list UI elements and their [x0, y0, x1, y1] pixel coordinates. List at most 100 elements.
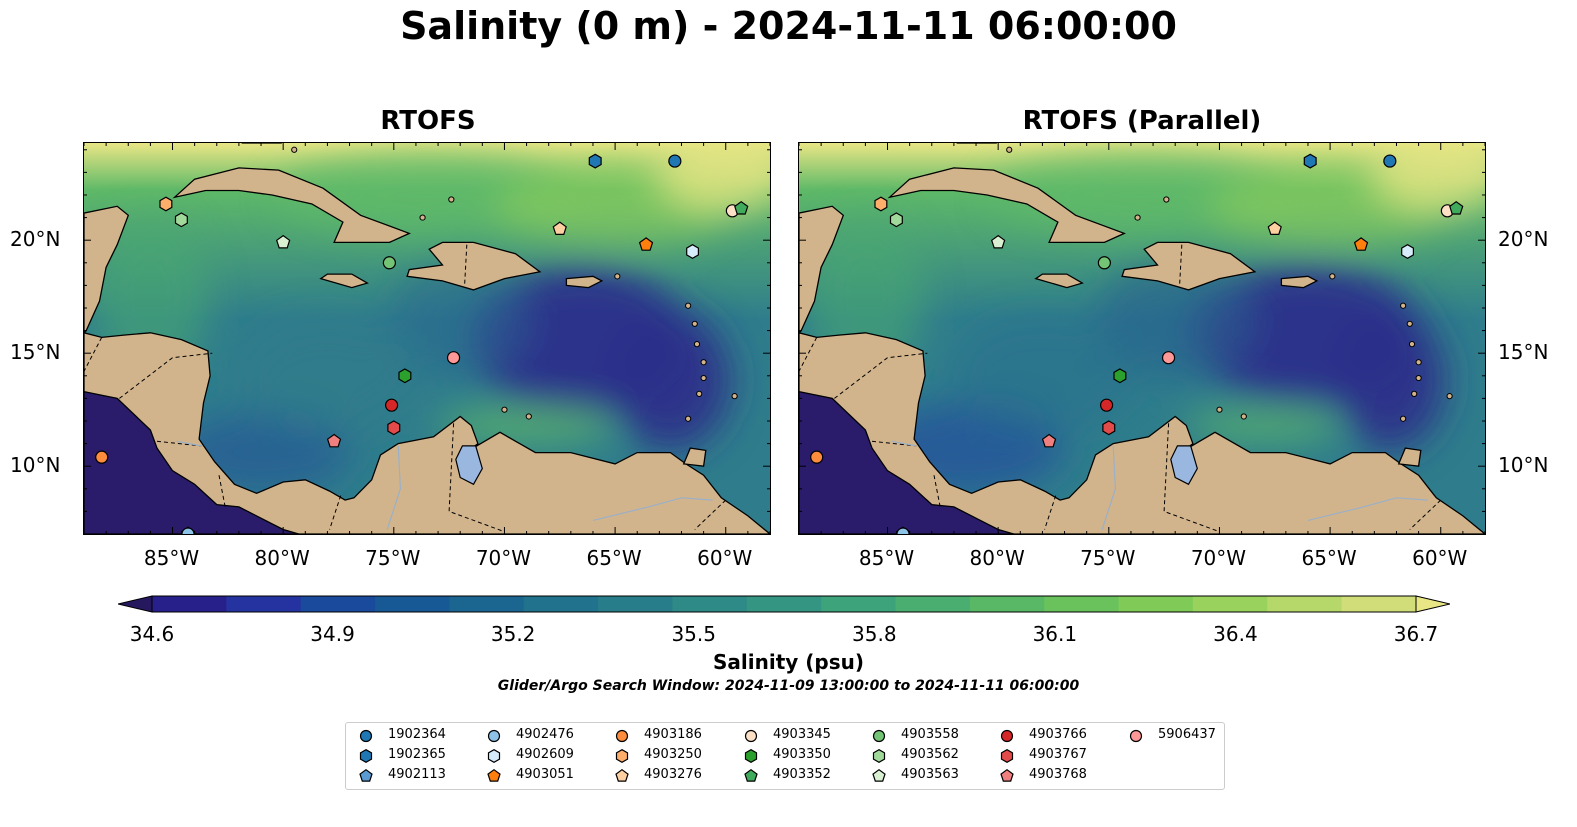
legend-label: 4903186: [644, 727, 702, 742]
float-marker-4903563: [275, 234, 291, 249]
lon-tick-label: 80°W: [254, 546, 310, 570]
legend-label: 4903352: [773, 767, 831, 782]
legend-label: 1902365: [388, 747, 446, 762]
lon-tick-label: 70°W: [475, 546, 532, 570]
legend-label: 4903562: [901, 747, 959, 762]
float-marker-4903767: [387, 420, 401, 436]
legend-label: 4903051: [516, 767, 574, 782]
pentagon-marker-icon: [359, 768, 373, 782]
float-marker-5906437: [446, 351, 461, 365]
circle-marker-icon: [744, 729, 758, 743]
float-marker-4903350: [398, 368, 412, 384]
colorbar-tick-label: 35.5: [671, 622, 716, 646]
float-marker-5906437: [1161, 351, 1176, 365]
legend-label: 4903563: [901, 767, 959, 782]
legend-label: 4903276: [644, 767, 702, 782]
panel-title-rtofs: RTOFS: [380, 106, 476, 136]
pentagon-marker-icon: [615, 768, 629, 782]
lon-tick-label: 70°W: [1190, 546, 1247, 570]
legend-label: 4902113: [388, 767, 446, 782]
float-marker-4903276: [552, 221, 567, 236]
lon-tick-label: 75°W: [1080, 546, 1136, 570]
float-marker-4903768: [1041, 433, 1057, 448]
colorbar-gradient: [117, 595, 1451, 613]
float-marker-4903563: [990, 234, 1006, 249]
colorbar-tick-label: 34.6: [129, 622, 175, 646]
lat-tick-label-right: 10°N: [1498, 453, 1549, 478]
legend-marker-4902476: [487, 729, 501, 743]
pentagon-marker-icon: [487, 768, 501, 782]
colorbar-tick-label: 36.1: [1032, 622, 1078, 646]
panel-title-rtofs-parallel: RTOFS (Parallel): [1022, 106, 1262, 136]
pentagon-marker-icon: [744, 768, 758, 782]
colorbar-label: Salinity (psu): [712, 650, 864, 674]
legend-label: 4902476: [516, 727, 574, 742]
float-marker-4903051: [1353, 237, 1369, 251]
float-marker-4902476: [181, 527, 195, 534]
map-panel-rtofs-parallel[interactable]: [798, 142, 1486, 535]
map-panel-rtofs[interactable]: [83, 142, 771, 535]
float-marker-4903562: [889, 212, 903, 228]
float-marker-4903766: [384, 398, 399, 412]
legend-marker-4903051: [487, 768, 501, 782]
float-marker-4903051: [638, 237, 654, 251]
lon-tick-label: 85°W: [858, 546, 915, 570]
lon-tick-label: 80°W: [969, 546, 1025, 570]
float-marker-4902476: [896, 527, 910, 534]
legend-label: 4903350: [773, 747, 831, 762]
float-marker-1902365: [1303, 153, 1317, 169]
colorbar-tick-label: 35.2: [490, 622, 536, 646]
circle-marker-icon: [359, 729, 373, 743]
lon-tick-label: 65°W: [586, 546, 642, 570]
float-marker-4903767: [1102, 420, 1116, 436]
legend-label: 4903767: [1029, 747, 1087, 762]
salinity-map-rtofs-parallel: [799, 143, 1485, 534]
lat-tick-label-left: 10°N: [10, 453, 61, 478]
hexagon-marker-icon: [744, 749, 758, 763]
legend: 1902364 1902365 4902113 4902476 4902609 49030…: [345, 722, 1225, 790]
legend-marker-4902113: [359, 768, 373, 782]
legend-marker-4903186: [615, 729, 629, 743]
legend-marker-4903563: [872, 768, 886, 782]
float-marker-4903276: [1267, 221, 1282, 236]
lat-tick-label-right: 15°N: [1498, 340, 1549, 365]
float-marker-1902364: [668, 154, 682, 168]
float-marker-4903558: [1097, 256, 1111, 270]
float-marker-1902365: [588, 153, 602, 169]
circle-marker-icon: [1129, 729, 1143, 743]
circle-marker-icon: [872, 729, 886, 743]
colorbar: [117, 594, 1451, 614]
float-marker-1902364: [1383, 154, 1397, 168]
float-marker-4902609: [686, 244, 700, 259]
legend-label: 1902364: [388, 727, 446, 742]
circle-marker-icon: [615, 729, 629, 743]
lon-tick-label: 75°W: [365, 546, 421, 570]
pentagon-marker-icon: [1000, 768, 1014, 782]
legend-marker-4903558: [872, 729, 886, 743]
legend-marker-4903767: [1000, 749, 1014, 763]
legend-marker-4903345: [744, 729, 758, 743]
search-window-note: Glider/Argo Search Window: 2024-11-09 13…: [497, 678, 1080, 694]
circle-marker-icon: [487, 729, 501, 743]
lon-tick-label: 85°W: [143, 546, 200, 570]
legend-label: 4903768: [1029, 767, 1087, 782]
colorbar-tick-label: 34.9: [310, 622, 355, 646]
legend-label: 4902609: [516, 747, 574, 762]
legend-label: 4903250: [644, 747, 702, 762]
figure-title: Salinity (0 m) - 2024-11-11 06:00:00: [400, 4, 1177, 48]
hexagon-marker-icon: [487, 749, 501, 763]
float-marker-4903186: [95, 450, 109, 464]
lon-tick-label: 60°W: [697, 546, 753, 570]
float-marker-4903250: [159, 196, 173, 212]
float-marker-4902609: [1401, 244, 1415, 259]
legend-label: 4903558: [901, 727, 959, 742]
lat-tick-label-left: 20°N: [10, 227, 61, 252]
float-marker-4903350: [1113, 368, 1127, 384]
float-marker-4903562: [174, 212, 188, 228]
legend-label: 5906437: [1158, 727, 1216, 742]
lat-tick-label-right: 20°N: [1498, 227, 1549, 252]
legend-marker-4902609: [487, 749, 501, 763]
float-marker-4903766: [1099, 398, 1114, 412]
colorbar-tick-label: 36.4: [1213, 622, 1258, 646]
legend-marker-5906437: [1129, 729, 1143, 743]
